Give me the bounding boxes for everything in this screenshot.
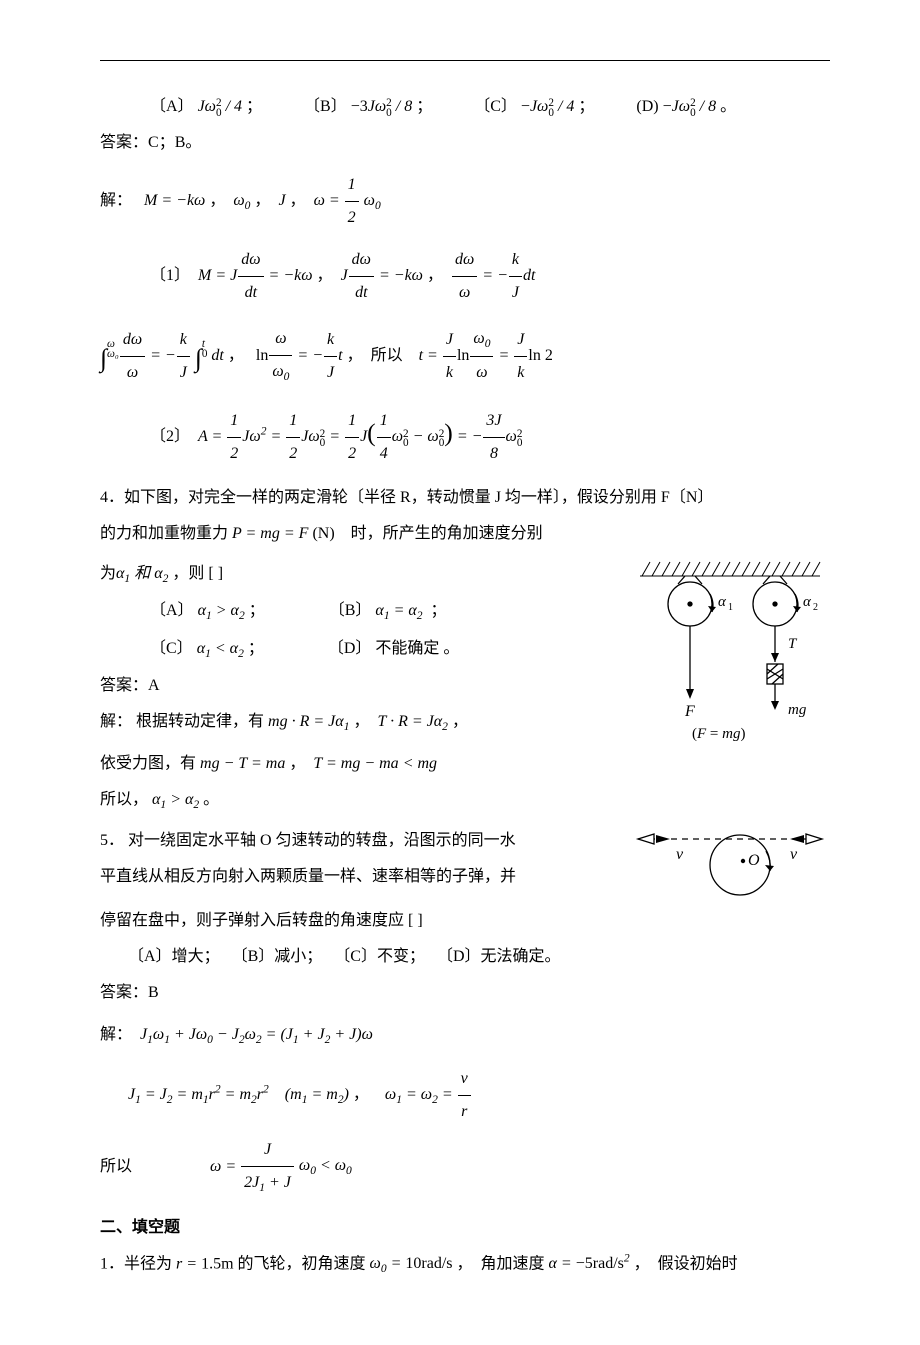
- q4-answer: 答案：A: [100, 670, 630, 702]
- q5-opt-b-label: 〔B〕: [232, 948, 275, 965]
- svg-text:α: α: [718, 594, 727, 610]
- s2-q1-d: 假设初始时: [658, 1255, 738, 1272]
- q3-part2: 〔2〕 A = 12Jω2 = 12Jω20 = 12J(14ω20 − ω20…: [100, 405, 830, 470]
- opt-d-label: (D): [636, 98, 658, 115]
- q5-stem1-text: 对一绕固定水平轴 O 匀速转动的转盘，沿图示的同一水: [128, 832, 516, 849]
- q4-stem3a: 为: [100, 565, 116, 582]
- q4-opt-d-label: 〔D〕: [328, 640, 372, 657]
- top-rule: [100, 60, 830, 61]
- q4-stem2c: 时，所产生的角加速度分别: [351, 525, 543, 542]
- s2-q1-num: 1．: [100, 1255, 124, 1272]
- q4-opt-a-label: 〔A〕: [150, 602, 194, 619]
- q5-opt-c-expr: 不变；: [377, 948, 425, 965]
- part1-label: 〔1〕: [150, 267, 190, 284]
- svg-text:v: v: [676, 846, 684, 863]
- q4-options-row2: 〔C〕 α1 < α2 ； 〔D〕 不能确定 。: [100, 633, 630, 666]
- q5-opt-d-expr: 无法确定。: [481, 948, 561, 965]
- q5-figure: v v O: [630, 821, 830, 901]
- q4-stem3: 为α1 和 α2 ，则 [ ]: [100, 558, 630, 591]
- q4-stem2a: 的力和加重物重力: [100, 525, 228, 542]
- q5-stem2-text: 平直线从相反方向射入两颗质量一样、速率相等的子弹，并: [100, 868, 516, 885]
- svg-text:T: T: [788, 636, 798, 652]
- sol-label: 解：: [100, 713, 132, 730]
- q5-opt-d-label: 〔D〕: [437, 948, 481, 965]
- svg-text:1: 1: [728, 602, 733, 613]
- q4-num: 4．: [100, 489, 124, 506]
- svg-text:2: 2: [813, 602, 818, 613]
- q4-figure: α1 F: [630, 554, 830, 744]
- q5-options: 〔A〕增大； 〔B〕减小； 〔C〕不变； 〔D〕无法确定。: [100, 941, 830, 973]
- answer-value: A: [148, 677, 160, 694]
- section2-head: 二、填空题: [100, 1212, 830, 1244]
- q4-sol1a: 根据转动定律，有: [136, 713, 264, 730]
- sol-label: 解：: [100, 1026, 132, 1043]
- q4-stem3c: 则 [ ]: [188, 565, 223, 582]
- q5-stem3: 停留在盘中，则子弹射入后转盘的角速度应 [ ]: [100, 905, 830, 937]
- q5-answer: 答案：B: [100, 977, 830, 1009]
- q5-opt-c-label: 〔C〕: [334, 948, 377, 965]
- s2-q1-b: 的飞轮，初角速度: [238, 1255, 366, 1272]
- q4-stem1: 4．如下图，对完全一样的两定滑轮〔半径 R，转动惯量 J 均一样〕，假设分别用 …: [100, 482, 830, 514]
- q4-opt-d-expr: 不能确定 。: [375, 640, 459, 657]
- svg-text:v: v: [790, 846, 798, 863]
- svg-text:F: F: [684, 703, 695, 720]
- svg-text:α: α: [803, 594, 812, 610]
- q3-options: 〔A〕 Jω20 / 4 ； 〔B〕 −3Jω20 / 8 ； 〔C〕 −Jω2…: [100, 91, 830, 123]
- answer-label: 答案：: [100, 984, 148, 1001]
- opt-b-label: 〔B〕: [304, 98, 347, 115]
- opt-c-label: 〔C〕: [474, 98, 517, 115]
- s2-q1-c: 角加速度: [481, 1255, 545, 1272]
- q5-stem2: 平直线从相反方向射入两颗质量一样、速率相等的子弹，并: [100, 861, 630, 893]
- q4-sol1: 解： 根据转动定律，有 mg · R = Jα1 ， T · R = Jα2 ，: [100, 706, 630, 739]
- q3-sol-line1: 解： M = −kω ， ω0 ， J ， ω = 12 ω0: [100, 169, 830, 234]
- q4-options-row1: 〔A〕 α1 > α2 ； 〔B〕 α1 = α2 ；: [100, 595, 630, 628]
- svg-text:mg: mg: [788, 702, 807, 718]
- s2-q1-a: 半径为: [124, 1255, 172, 1272]
- frac-num: 1: [345, 169, 359, 201]
- q3-part1: 〔1〕 M = Jdωdt = −kω ， Jdωdt = −kω ， dωω …: [100, 244, 830, 309]
- answer-value: C；B。: [148, 134, 201, 151]
- q5-stem1: 5． 对一绕固定水平轴 O 匀速转动的转盘，沿图示的同一水: [100, 825, 630, 857]
- q5-stem3-text: 停留在盘中，则子弹射入后转盘的角速度应 [ ]: [100, 912, 423, 929]
- q4-sol2: 依受力图，有 mg − T = ma ， T = mg − ma < mg: [100, 748, 830, 780]
- q4-sol3a: 所以，: [100, 791, 148, 808]
- q5-num: 5．: [100, 832, 124, 849]
- q3-int-line: ∫ωω₀dωω = −kJ ∫t0 dt ， lnωω0 = −kJt ， 所以…: [100, 323, 830, 389]
- opt-a-label: 〔A〕: [150, 98, 194, 115]
- q4-opt-b-label: 〔B〕: [329, 602, 372, 619]
- svg-text:O: O: [748, 852, 760, 869]
- q5-sol1: 解： J1ω1 + Jω0 − J2ω2 = (J1 + J2 + J)ω: [100, 1019, 830, 1052]
- q4-stem1-text: 如下图，对完全一样的两定滑轮〔半径 R，转动惯量 J 均一样〕，假设分别用 F〔…: [124, 489, 713, 506]
- q4-opt-c-label: 〔C〕: [150, 640, 193, 657]
- q5-opt-a-label: 〔A〕: [128, 948, 172, 965]
- q5-opt-b-expr: 减小；: [274, 948, 322, 965]
- answer-label: 答案：: [100, 134, 148, 151]
- answer-value: B: [148, 984, 159, 1001]
- q3-answer: 答案：C；B。: [100, 127, 830, 159]
- q5-opt-a-expr: 增大；: [172, 948, 220, 965]
- q5-sol3: 所以 ω = J2J1 + J ω0 < ω0: [100, 1134, 830, 1200]
- answer-label: 答案：: [100, 677, 148, 694]
- sol-label: 解：: [100, 192, 132, 209]
- so-text: 所以: [371, 347, 403, 364]
- part2-label: 〔2〕: [150, 428, 190, 445]
- q4-sol2a: 依受力图，有: [100, 755, 196, 772]
- so-text: 所以: [100, 1157, 132, 1174]
- q5-sol2: J1 = J2 = m1r2 = m2r2 (m1 = m2) ， ω1 = ω…: [100, 1063, 830, 1128]
- frac-den: 2: [345, 201, 359, 234]
- q4-sol3: 所以， α1 > α2 。: [100, 784, 830, 817]
- s2-q1: 1．半径为 r = 1.5m 的飞轮，初角速度 ω0 = 10rad/s ， 角…: [100, 1248, 830, 1282]
- q4-stem2: 的力和加重物重力 P = mg = F (N) 时，所产生的角加速度分别: [100, 518, 830, 550]
- svg-text:(F = mg): (F = mg): [692, 726, 745, 742]
